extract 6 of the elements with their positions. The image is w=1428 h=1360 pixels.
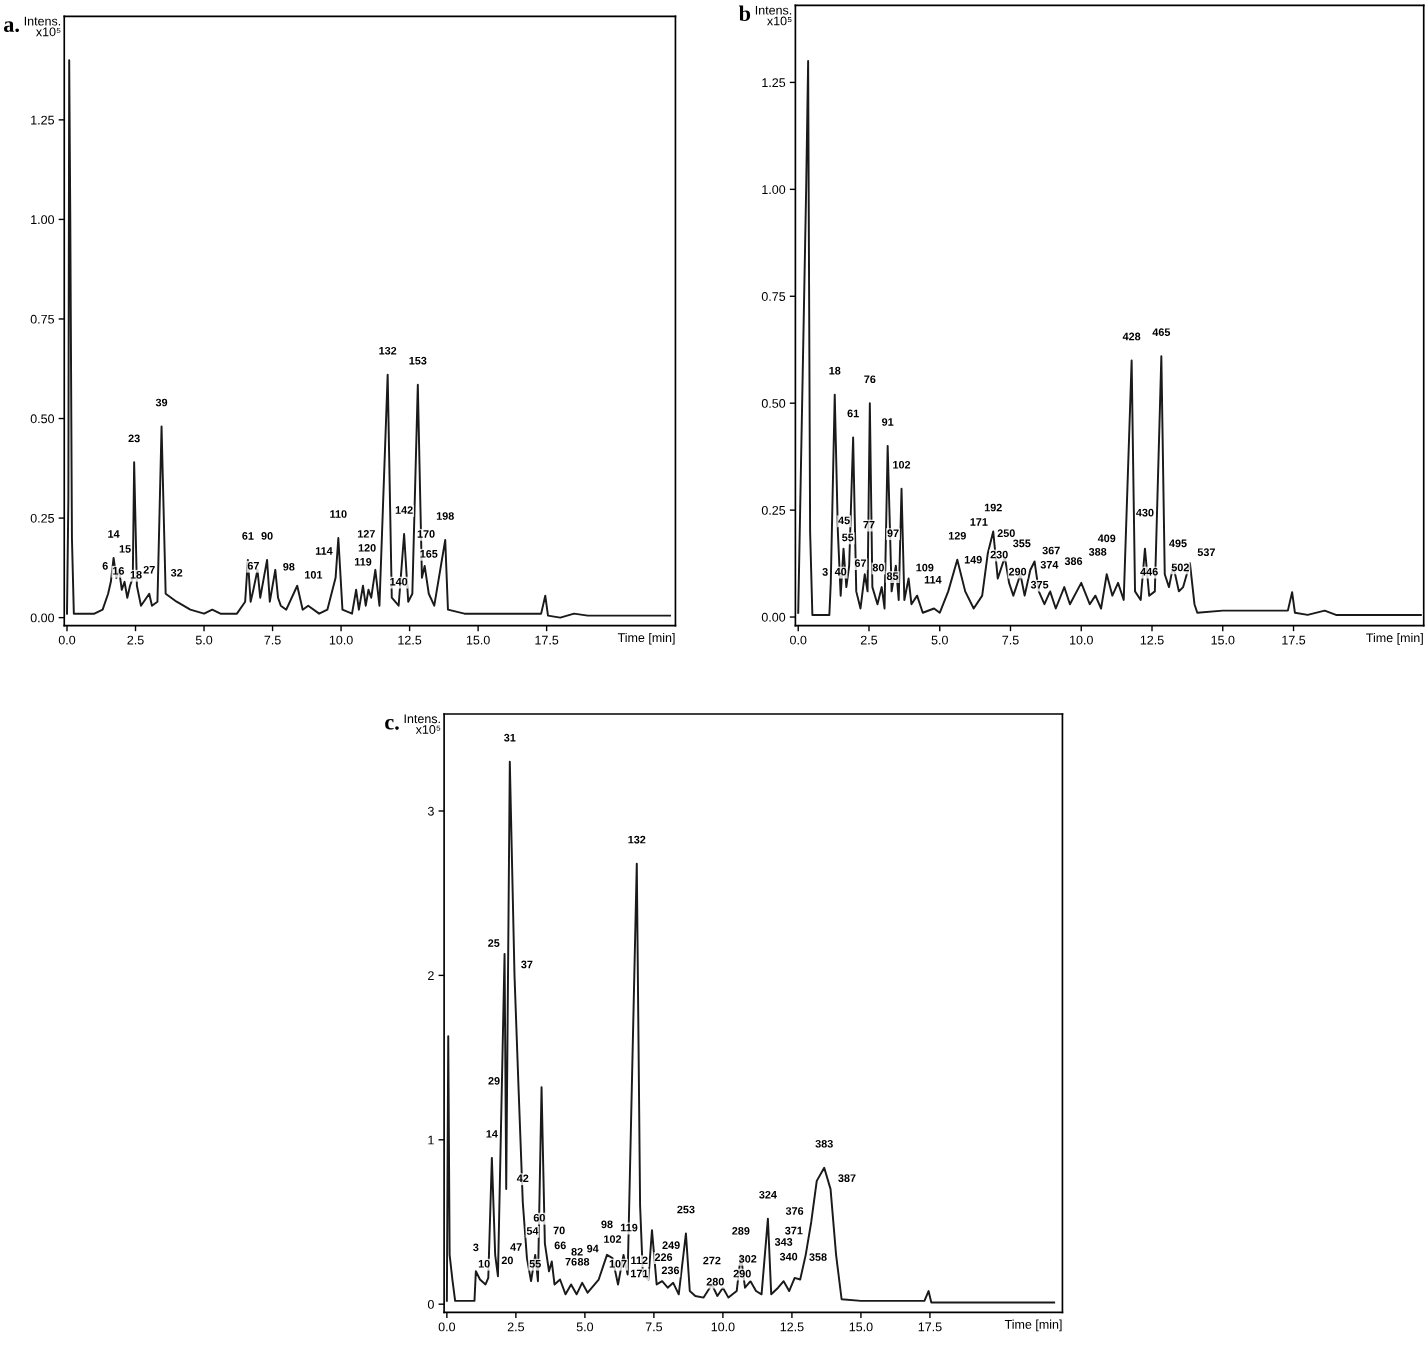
line-series: [66, 59, 671, 619]
line-series: [445, 760, 1056, 1304]
chart-title: a.: [4, 21, 19, 33]
chart-title: b: [738, 5, 751, 22]
line-series: [797, 60, 1422, 616]
chart-title: c.: [385, 718, 399, 730]
